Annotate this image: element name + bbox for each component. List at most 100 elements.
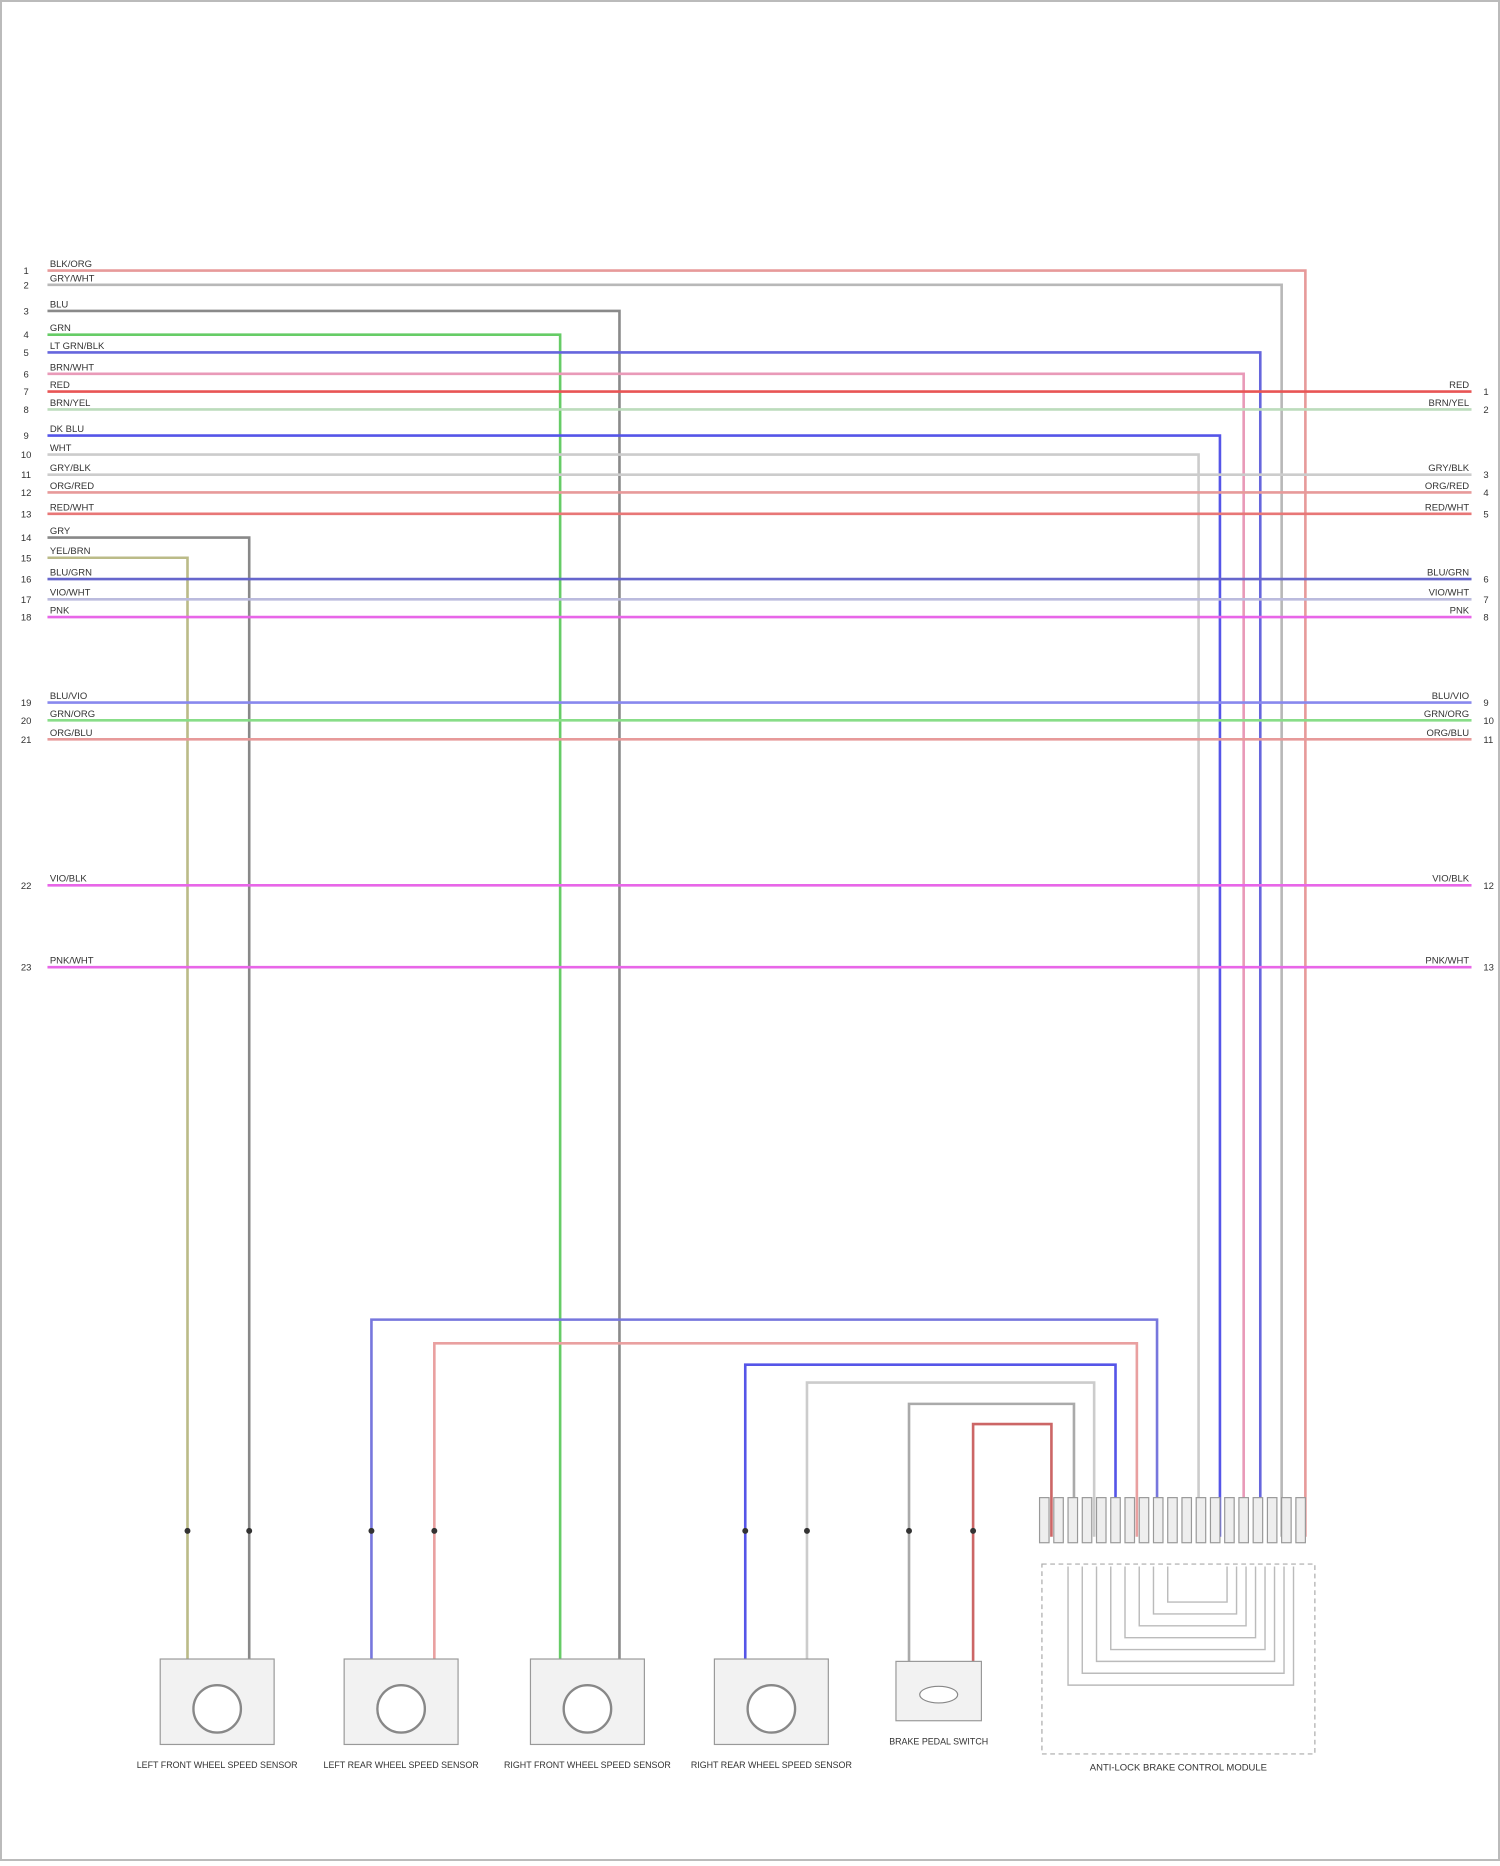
pin-number: 12 [21,488,32,499]
wire [971,1422,1053,1662]
pin-number: 13 [21,509,32,520]
pin-number: 10 [21,450,32,461]
wire-label: VIO/WHT [50,588,91,599]
pin-number: 10 [1483,716,1494,727]
wire [47,309,621,1662]
sensor-coil [746,1683,797,1734]
connector-pin [1095,1497,1107,1544]
pin-number: 23 [21,963,32,974]
pin-number: 11 [21,470,31,481]
pin-number: 15 [21,553,32,564]
connector-pin [1110,1497,1121,1544]
wire-label: BRN/YEL [50,398,91,409]
pin-number: 3 [1483,470,1488,481]
component-label: RIGHT FRONT WHEEL SPEED SENSOR [504,1760,671,1770]
wire-label: RED [1449,380,1469,391]
wire-label: PNK [50,606,70,617]
splice [246,1527,253,1534]
wire [370,1318,1159,1662]
connector-pin [1138,1497,1150,1544]
wire-label: BLU/GRN [1427,568,1469,579]
splice [970,1527,977,1534]
component-label: LEFT FRONT WHEEL SPEED SENSOR [137,1760,298,1770]
sensor-coil [192,1683,243,1734]
wire [433,1342,1139,1662]
pin-number: 22 [21,881,32,892]
wire-label: PNK/WHT [1425,956,1469,967]
diagram-body: 1 BLK/ORG 2 GRY/WHT 3 BLU 4 GRN 5 LT GRN/BLK 6 BRN/… [21,259,1494,1774]
connector-pin [1152,1497,1164,1544]
wire [47,434,1222,1537]
wire [47,333,562,1662]
wire-label: VIO/WHT [1429,588,1470,599]
connector-pin [1195,1497,1207,1544]
sensor-coil [562,1683,613,1734]
wire-label: ORG/RED [1425,481,1469,492]
connector-pin [1167,1497,1178,1544]
trace [1110,1566,1266,1651]
wire-label: BLK/ORG [50,259,92,270]
switch: BRAKE PEDAL SWITCH [889,1660,988,1746]
splice [906,1527,912,1534]
pin-number: 21 [21,735,32,746]
component-label: ANTI-LOCK BRAKE CONTROL MODULE [1090,1763,1267,1774]
wire-label: RED [50,380,70,391]
pin-number: 8 [1483,613,1488,624]
trace [1081,1566,1285,1674]
trace [1067,1566,1295,1686]
component-label: LEFT REAR WHEEL SPEED SENSOR [324,1760,480,1770]
pin-number: 7 [23,387,28,398]
connector-pin [1238,1497,1250,1544]
wire [805,1381,1096,1662]
connector-pin [1124,1497,1136,1544]
wire-label: RED/WHT [1425,502,1469,513]
pin-number: 2 [23,280,28,291]
wire-label: ORG/BLU [50,728,93,739]
trace [1095,1566,1276,1663]
wire [47,556,189,1662]
wire-label: LT GRN/BLK [50,341,105,352]
connector-pin [1209,1497,1221,1544]
pin-number: 16 [21,575,32,586]
switch-contact [919,1685,959,1704]
splice [431,1527,438,1534]
wire [47,269,1307,1537]
wire [743,1363,1117,1662]
wire-label: GRN/ORG [50,709,95,720]
wire-label: ORG/RED [50,481,94,492]
pin-number: 6 [1483,575,1488,586]
pin-number: 20 [21,716,32,727]
pin-number: 4 [23,330,28,341]
wire-label: BLU/VIO [50,691,87,702]
wire [47,351,1262,1537]
wire [47,453,1200,1537]
wire-label: PNK [1450,606,1470,617]
wire-label: WHT [50,443,72,454]
wire-label: GRN/ORG [1424,709,1469,720]
splice [803,1527,810,1534]
wire [47,536,251,1662]
module-box [1041,1563,1316,1755]
sensor: LEFT REAR WHEEL SPEED SENSOR [324,1658,480,1770]
wire-label: BLU [50,299,69,310]
connector-pin [1181,1497,1193,1544]
connector-pin [1295,1497,1306,1544]
wire [47,283,1283,1537]
pin-number: 1 [1483,387,1488,398]
wire-label: VIO/BLK [1432,874,1470,885]
pin-number: 3 [23,306,28,317]
trace [1167,1566,1228,1603]
connector-pin [1053,1497,1064,1544]
component-label: BRAKE PEDAL SWITCH [889,1736,988,1746]
wire-label: DK BLU [50,424,84,435]
wire-label: GRY/BLK [1428,463,1470,474]
pin-number: 19 [21,698,32,709]
sensor: LEFT FRONT WHEEL SPEED SENSOR [137,1658,298,1770]
component-label: RIGHT REAR WHEEL SPEED SENSOR [691,1760,853,1770]
sensor: RIGHT FRONT WHEEL SPEED SENSOR [504,1658,671,1770]
sensor: RIGHT REAR WHEEL SPEED SENSOR [691,1658,853,1770]
pin-number: 8 [23,405,28,416]
pin-number: 1 [23,266,28,277]
